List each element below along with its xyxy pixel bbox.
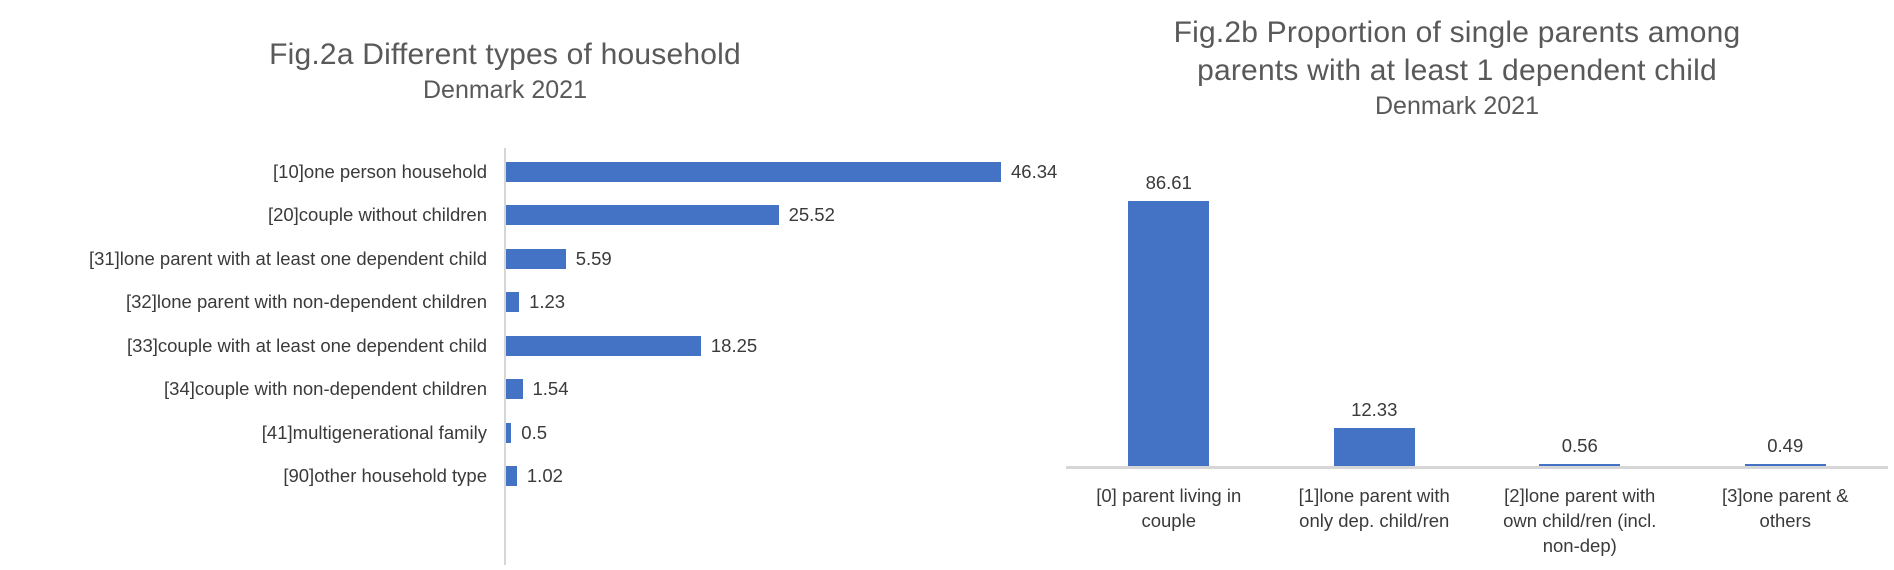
fig2a-bar bbox=[506, 466, 517, 487]
fig2b-category-label: [2]lone parent with own child/ren (incl.… bbox=[1477, 483, 1683, 558]
fig2a-bar bbox=[506, 335, 701, 356]
fig2b-column: 0.56 bbox=[1477, 150, 1683, 466]
fig2a-row: [33]couple with at least one dependent c… bbox=[0, 324, 1060, 368]
fig2a-row: [41]multigenerational family 0.5 bbox=[0, 411, 1060, 455]
fig2b-title-line2: parents with at least 1 dependent child bbox=[1197, 54, 1717, 87]
fig2a-category-label: [31]lone parent with at least one depend… bbox=[88, 247, 487, 269]
fig2a-value-label: 5.59 bbox=[575, 247, 612, 269]
fig2b-bar bbox=[1744, 464, 1826, 466]
fig2b-category-label: [0] parent living in couple bbox=[1066, 483, 1272, 533]
fig2a-bar bbox=[506, 422, 512, 443]
fig2a-title: Fig.2a Different types of household bbox=[269, 38, 741, 71]
fig2a-category-label: [33]couple with at least one dependent c… bbox=[127, 334, 487, 356]
fig2b-value-label: 86.61 bbox=[1145, 172, 1192, 193]
fig2b-bar bbox=[1539, 464, 1621, 466]
fig2a-value-label: 1.23 bbox=[529, 291, 566, 313]
fig2a-bar bbox=[506, 292, 520, 313]
fig2a-row: [90]other household type 1.02 bbox=[0, 455, 1060, 499]
fig2a-bar bbox=[506, 161, 1001, 182]
fig2b-axis-line bbox=[1066, 466, 1888, 469]
fig2b-category-axis: [0] parent living in couple [1]lone paren… bbox=[1066, 483, 1888, 558]
fig2a-value-label: 1.54 bbox=[532, 378, 569, 400]
fig2a-category-label: [90]other household type bbox=[283, 465, 487, 487]
fig2a-bar bbox=[506, 248, 566, 269]
fig2b-subtitle: Denmark 2021 bbox=[1375, 92, 1539, 120]
fig2a-title-block: Fig.2a Different types of household Denm… bbox=[55, 36, 955, 106]
fig2b-bar bbox=[1128, 201, 1210, 466]
fig2a-bar bbox=[506, 205, 779, 226]
fig2a-value-label: 1.02 bbox=[526, 465, 563, 487]
fig2a-value-label: 46.34 bbox=[1011, 160, 1058, 182]
fig2b-bar bbox=[1333, 428, 1415, 466]
fig2b-column: 86.61 bbox=[1066, 150, 1272, 466]
fig2b-column: 0.49 bbox=[1683, 150, 1889, 466]
fig2a-row: [20]couple without children 25.52 bbox=[0, 194, 1060, 238]
fig2a-bar bbox=[506, 379, 523, 400]
fig2a-row: [10]one person household 46.34 bbox=[0, 150, 1060, 194]
fig2b-category-label: [1]lone parent with only dep. child/ren bbox=[1272, 483, 1478, 533]
fig2a-category-label: [34]couple with non-dependent children bbox=[164, 378, 487, 400]
fig2a-axis-line bbox=[504, 148, 506, 565]
fig2b-category-label-text: [1]lone parent with only dep. child/ren bbox=[1298, 485, 1450, 531]
fig2b-title-line1: Fig.2b Proportion of single parents amon… bbox=[1173, 16, 1741, 49]
fig2a-row: [31]lone parent with at least one depend… bbox=[0, 237, 1060, 281]
fig2a-value-label: 25.52 bbox=[788, 204, 835, 226]
fig2a-subtitle: Denmark 2021 bbox=[423, 76, 587, 104]
fig2a-row: [34]couple with non-dependent children 1.… bbox=[0, 368, 1060, 412]
fig2a-category-label: [10]one person household bbox=[273, 160, 487, 182]
fig2b-category-label-text: [3]one parent & others bbox=[1721, 485, 1849, 531]
fig2a-plot-area: [10]one person household 46.34 [20]couple … bbox=[0, 150, 1060, 498]
fig2b-value-label: 0.49 bbox=[1767, 435, 1804, 456]
fig2a-category-label: [32]lone parent with non-dependent child… bbox=[125, 291, 487, 313]
fig2b-value-label: 0.56 bbox=[1561, 435, 1598, 456]
fig2a-category-label: [20]couple without children bbox=[267, 204, 487, 226]
fig2b-value-label: 12.33 bbox=[1351, 399, 1398, 421]
fig2a-value-label: 0.5 bbox=[521, 421, 548, 443]
fig2b-category-label-text: [0] parent living in couple bbox=[1096, 485, 1242, 531]
fig2b-category-label: [3]one parent & others bbox=[1683, 483, 1889, 533]
fig2a-row: [32]lone parent with non-dependent child… bbox=[0, 281, 1060, 325]
fig2a-value-label: 18.25 bbox=[710, 334, 758, 356]
fig2b-plot-area: 86.61 12.33 0.56 0.49 bbox=[1066, 150, 1888, 466]
fig2b-title-block: Fig.2b Proportion of single parents amon… bbox=[1020, 14, 1894, 122]
fig2b-column: 12.33 bbox=[1272, 150, 1478, 466]
fig2b-category-label-text: [2]lone parent with own child/ren (incl.… bbox=[1503, 485, 1657, 556]
fig2a-category-label: [41]multigenerational family bbox=[261, 421, 487, 443]
